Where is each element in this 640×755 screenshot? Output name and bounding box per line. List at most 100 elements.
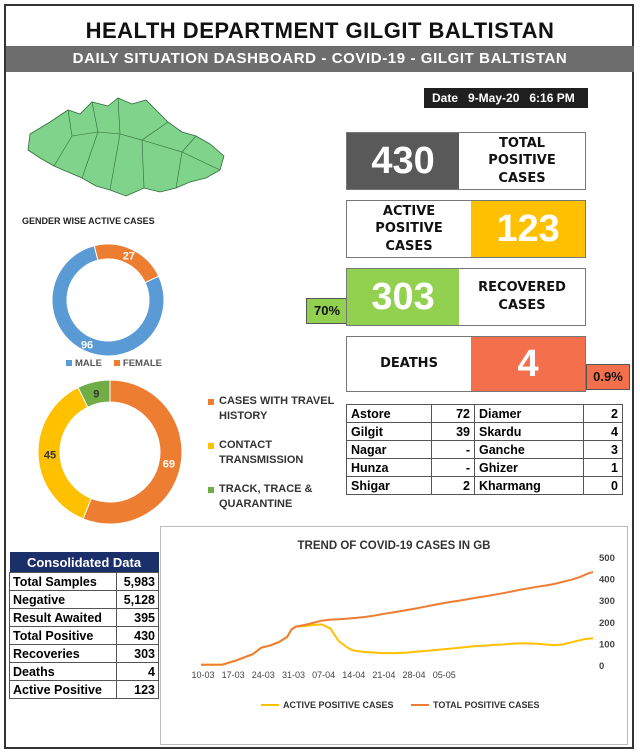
legend-male: MALE [66,358,102,369]
donut-data-label: 69 [163,458,175,470]
gender-chart-title: GENDER WISE ACTIVE CASES [22,216,155,226]
map-region-shape [27,97,225,197]
district-name: Kharmang [474,476,584,495]
consolidated-value: 430 [115,626,159,645]
deaths-value: 4 [471,337,585,391]
date-label: Date [432,91,459,105]
total-positive-card: 430 TOTAL POSITIVE CASES [346,132,586,190]
total-cases-line [200,571,594,666]
transmission-donut-chart: 69 45 9 [37,379,183,525]
consolidated-row: Result Awaited 395 [9,608,159,627]
transmission-legend: CASES WITH TRAVEL HISTORY CONTACT TRANSM… [208,394,338,526]
y-tick-label: 400 [599,575,615,586]
x-tick-label: 07-04 [312,670,335,680]
x-tick-label: 31-03 [282,670,305,680]
y-tick-label: 300 [599,596,615,607]
x-tick-label: 14-04 [342,670,365,680]
x-tick-label: 10-03 [191,670,214,680]
district-count: - [431,440,475,459]
consolidated-value: 4 [115,662,159,681]
consolidated-row: Deaths 4 [9,662,159,681]
trend-chart-title: TREND OF COVID-19 CASES IN GB [298,540,491,552]
consolidated-row: Total Positive 430 [9,626,159,645]
y-tick-label: 0 [599,661,604,672]
consolidated-label: Total Positive [9,626,117,645]
recovered-percent: 70% [306,298,348,324]
gender-legend: MALE FEMALE [66,358,162,369]
donut-data-label: 96 [81,339,93,351]
dashboard-frame [4,4,634,749]
active-positive-label: ACTIVE POSITIVE CASES [375,203,443,254]
donut-slice [82,379,183,525]
deaths-label: DEATHS [380,356,438,372]
deaths-card: DEATHS 4 [346,336,586,392]
consolidated-row: Total Samples 5,983 [9,572,159,591]
district-name: Skardu [474,422,584,441]
donut-data-label: 9 [93,389,99,401]
district-name: Ghizer [474,458,584,477]
consolidated-label: Total Samples [9,572,117,591]
y-tick-label: 200 [599,618,615,629]
trend-line-chart: TREND OF COVID-19 CASES IN GB 0 100 200 300 4… [191,540,615,710]
consolidated-label: Result Awaited [9,608,117,627]
donut-slice [51,245,165,357]
trend-legend-label: TOTAL POSITIVE CASES [433,700,540,710]
x-tick-label: 05-05 [433,670,456,680]
recovered-label: RECOVERED CASES [478,280,566,313]
legend-female: FEMALE [113,358,162,369]
district-count: 2 [431,476,475,495]
trend-legend-label: ACTIVE POSITIVE CASES [283,700,394,710]
date-value: 9-May-20 [468,91,520,105]
legend-contact: CONTACT TRANSMISSION [208,438,338,468]
legend-travel: CASES WITH TRAVEL HISTORY [208,394,338,424]
consolidated-label: Active Positive [9,680,117,699]
date-badge: Date 9-May-20 6:16 PM [424,88,588,108]
page-subtitle: DAILY SITUATION DASHBOARD - COVID-19 - G… [6,46,634,72]
district-name: Astore [346,404,432,423]
y-tick-label: 500 [599,553,615,564]
total-positive-value: 430 [347,133,460,189]
district-count: 4 [583,422,623,441]
total-positive-label: TOTAL POSITIVE CASES [488,135,556,186]
district-row: Hunza - Ghizer 1 [346,458,623,477]
donut-data-label: 27 [123,251,135,263]
consolidated-label: Recoveries [9,644,117,663]
recovered-card: 303 RECOVERED CASES [346,268,586,326]
gender-donut-chart: 96 27 [51,243,165,357]
consolidated-value: 5,128 [115,590,159,609]
x-tick-label: 28-04 [403,670,426,680]
consolidated-label: Deaths [9,662,117,681]
consolidated-value: 395 [115,608,159,627]
donut-slice [77,379,111,408]
district-table: Astore 72 Diamer 2 Gilgit 39 Skardu 4 Nagar - Ganc… [346,404,623,495]
district-count: 0 [583,476,623,495]
active-cases-line [200,623,594,666]
district-row: Nagar - Ganche 3 [346,440,623,459]
district-name: Hunza [346,458,432,477]
consolidated-row: Active Positive 123 [9,680,159,699]
consolidated-value: 5,983 [115,572,159,591]
district-row: Astore 72 Diamer 2 [346,404,623,423]
donut-slice [93,243,160,284]
consolidated-value: 123 [115,680,159,699]
x-tick-label: 21-04 [372,670,395,680]
district-count: 3 [583,440,623,459]
consolidated-row: Negative 5,128 [9,590,159,609]
x-tick-label: 24-03 [252,670,275,680]
time-value: 6:16 PM [529,91,575,105]
district-count: - [431,458,475,477]
consolidated-table: Consolidated Data Total Samples 5,983 Nega… [9,552,159,699]
district-count: 39 [431,422,475,441]
legend-track: TRACK, TRACE & QUARANTINE [208,482,338,512]
active-positive-card: ACTIVE POSITIVE CASES 123 [346,200,586,258]
district-count: 72 [431,404,475,423]
district-row: Shigar 2 Kharmang 0 [346,476,623,495]
district-name: Shigar [346,476,432,495]
district-name: Diamer [474,404,584,423]
district-name: Nagar [346,440,432,459]
deaths-percent: 0.9% [586,364,630,390]
consolidated-row: Recoveries 303 [9,644,159,663]
consolidated-title: Consolidated Data [9,552,159,573]
district-name: Gilgit [346,422,432,441]
recovered-value: 303 [347,269,460,325]
